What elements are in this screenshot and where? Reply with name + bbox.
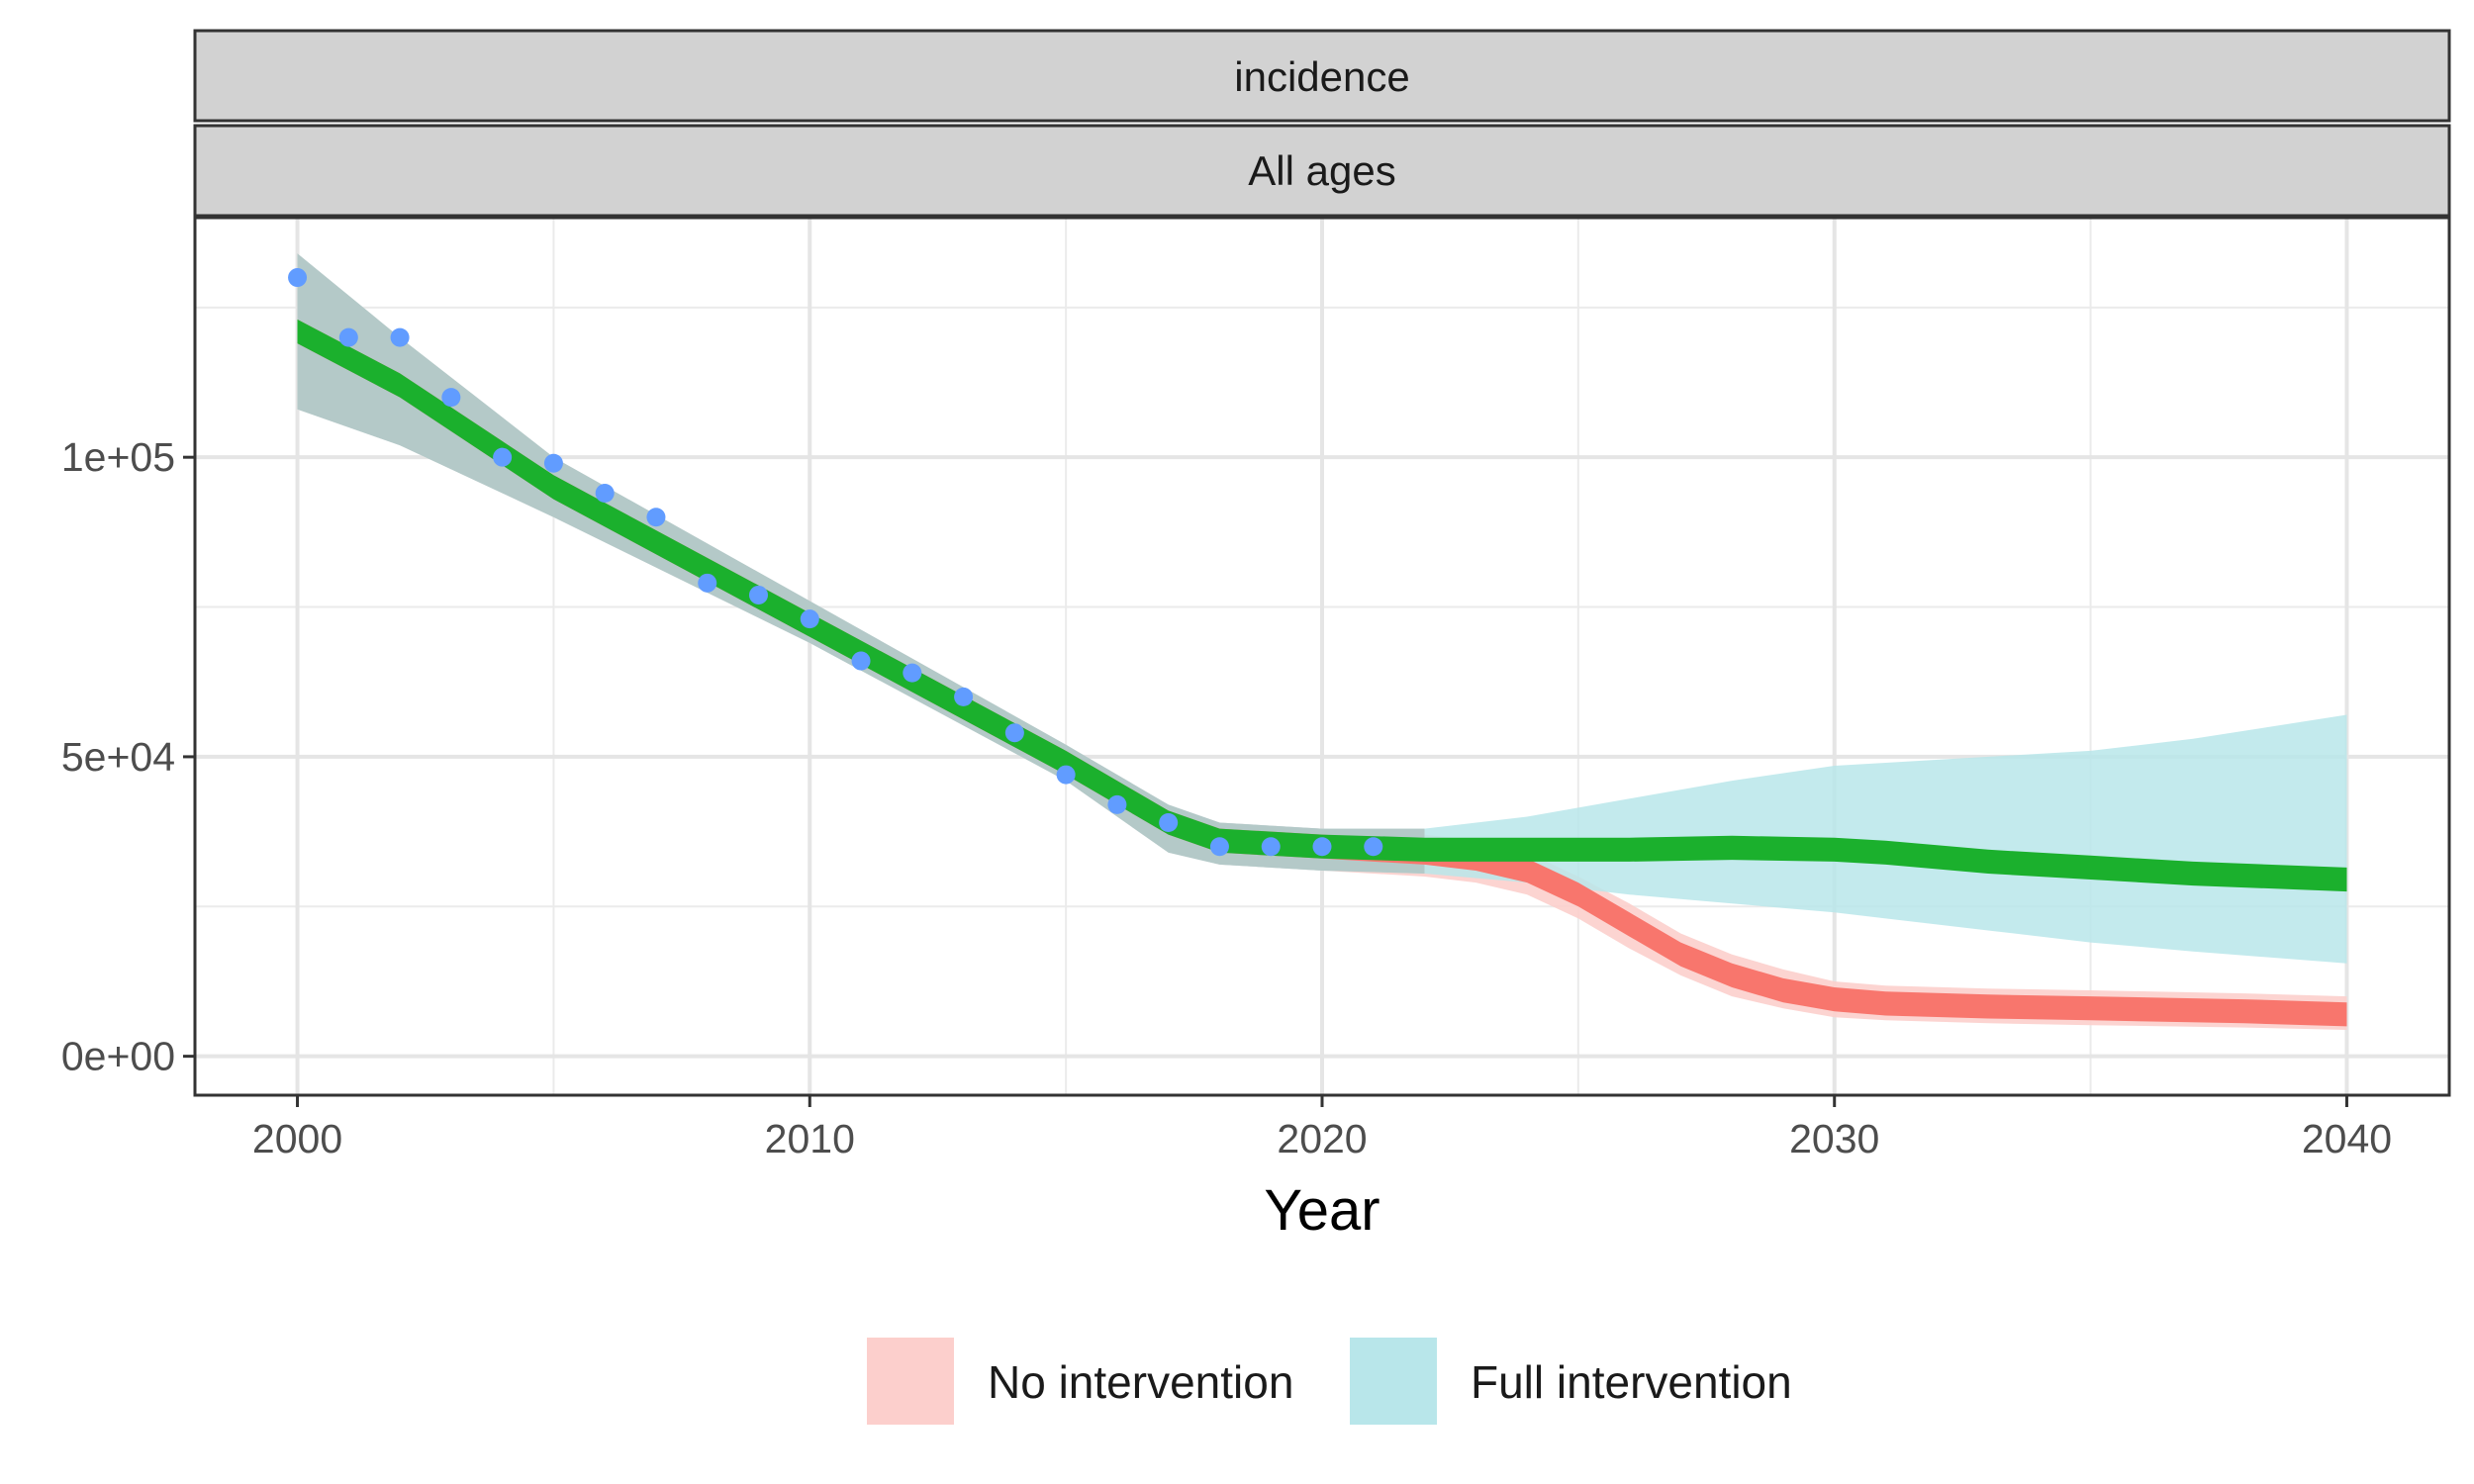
x-tick-label: 2010 (765, 1116, 855, 1161)
observed-point (646, 508, 666, 527)
observed-point (749, 585, 768, 604)
observed-point (954, 687, 974, 706)
x-tick-label: 2000 (252, 1116, 342, 1161)
uncertainty-bands (297, 253, 2347, 1030)
facet-strips: incidence All ages (193, 29, 2451, 218)
y-axis: 0e+00 5e+04 1e+05 (61, 434, 195, 1079)
observed-point (800, 609, 819, 629)
observed-point (441, 388, 461, 408)
y-tick-label: 5e+04 (61, 734, 175, 780)
observed-point (851, 651, 871, 671)
observed-point (1056, 765, 1076, 785)
legend-label-full-intervention: Full intervention (1471, 1356, 1792, 1408)
observed-point (1209, 837, 1229, 857)
y-tick-label: 0e+00 (61, 1034, 175, 1079)
facet-strip-2-label: All ages (1248, 147, 1395, 194)
facet-strip-2 (193, 124, 2451, 218)
observed-point (595, 484, 615, 504)
observed-point (543, 453, 563, 473)
facet-strip-1-label: incidence (1234, 53, 1409, 100)
x-tick-label: 2020 (1277, 1116, 1367, 1161)
observed-point (903, 663, 922, 683)
x-tick-label: 2030 (1789, 1116, 1879, 1161)
legend-key-full-intervention (1350, 1338, 1437, 1425)
x-tick-label: 2040 (2302, 1116, 2392, 1161)
y-tick-label: 1e+05 (61, 434, 175, 480)
facet-strip-1 (193, 29, 2451, 123)
x-axis: 2000 2010 2020 2030 2040 (252, 1095, 2392, 1161)
observed-points (288, 268, 1383, 857)
observed-point (1364, 837, 1383, 857)
legend-label-no-intervention: No intervention (988, 1356, 1293, 1408)
observed-point (1159, 813, 1179, 833)
observed-point (1261, 837, 1281, 857)
legend: No intervention Full intervention (867, 1338, 1792, 1425)
observed-point (288, 268, 308, 288)
observed-point (390, 327, 410, 347)
x-axis-title: Year (1264, 1178, 1380, 1243)
observed-point (1312, 837, 1332, 857)
band-full-intervention (297, 253, 2347, 964)
observed-point (338, 327, 358, 347)
observed-point (1004, 723, 1024, 743)
observed-point (698, 573, 717, 593)
observed-point (1107, 794, 1127, 814)
legend-key-no-intervention (867, 1338, 954, 1425)
observed-point (493, 447, 513, 467)
